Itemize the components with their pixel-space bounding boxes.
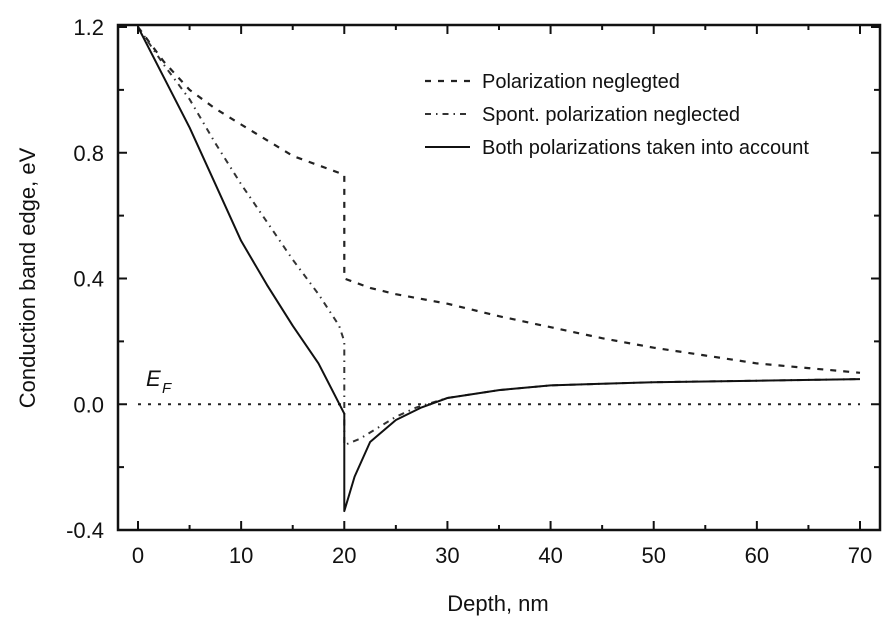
legend-label-1: Polarization neglegted <box>482 71 680 93</box>
series-line-1 <box>137 26 861 374</box>
fermi-level-label: E F <box>146 366 172 397</box>
fermi-label-main: E <box>146 366 161 391</box>
axis-ticks: 0 10 20 30 40 50 60 70 -0.4 0.0 0.4 0.8 1.2 <box>66 15 880 568</box>
plot-frame <box>116 23 882 532</box>
x-tick-label: 60 <box>745 543 769 568</box>
series-lines <box>137 26 861 513</box>
x-tick-label: 30 <box>435 543 459 568</box>
x-tick-label: 20 <box>332 543 356 568</box>
y-tick-label: 1.2 <box>73 15 104 40</box>
fermi-label-subscript: F <box>162 380 172 397</box>
series-line-3 <box>137 26 861 513</box>
x-tick-label: 0 <box>132 543 144 568</box>
legend-label-2: Spont. polarization neglected <box>482 104 740 126</box>
y-tick-label: -0.4 <box>66 518 104 543</box>
y-axis-title: Conduction band edge, eV <box>15 147 40 408</box>
x-tick-label: 70 <box>848 543 872 568</box>
x-tick-label: 10 <box>229 543 253 568</box>
y-tick-label: 0.0 <box>73 392 104 417</box>
legend-label-3: Both polarizations taken into account <box>482 137 809 159</box>
legend: Polarization neglegted Spont. polarizatio… <box>425 71 809 159</box>
y-tick-label: 0.8 <box>73 141 104 166</box>
x-tick-label: 40 <box>538 543 562 568</box>
x-tick-label: 50 <box>641 543 665 568</box>
y-tick-label: 0.4 <box>73 267 104 292</box>
x-axis-title: Depth, nm <box>447 591 549 616</box>
plot-border <box>116 23 882 532</box>
